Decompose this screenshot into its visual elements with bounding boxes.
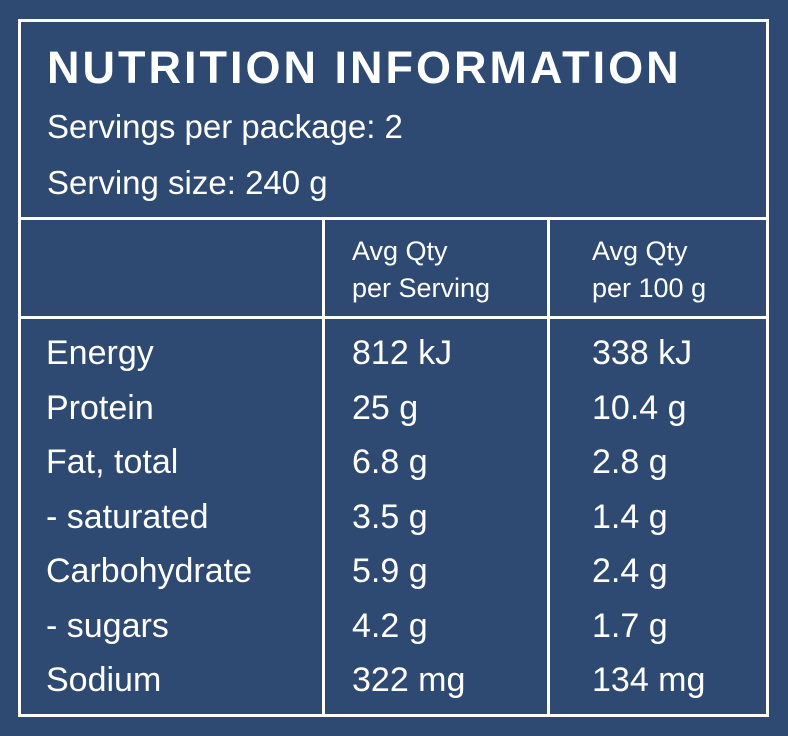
- header-divider: [21, 217, 766, 220]
- per-serving-value: 3.5 g: [352, 497, 428, 536]
- column-divider-1: [322, 220, 325, 717]
- per-serving-value: 4.2 g: [352, 606, 428, 645]
- per-100g-value: 10.4 g: [592, 388, 687, 427]
- nutrient-label: - sugars: [46, 606, 169, 645]
- table-row: Carbohydrate 5.9 g 2.4 g: [21, 549, 766, 604]
- per-serving-value: 5.9 g: [352, 552, 428, 590]
- column-header-divider: [21, 316, 766, 319]
- nutrient-label: Carbohydrate: [46, 552, 253, 590]
- per-serving-value: 6.8 g: [352, 443, 428, 481]
- per-serving-value: 322 mg: [352, 661, 466, 699]
- nutrition-panel: NUTRITION INFORMATION Servings per packa…: [18, 19, 769, 717]
- per-100g-value: 1.7 g: [592, 606, 668, 645]
- column-header-per-100g-line1: Avg Qty: [592, 236, 688, 266]
- per-100g-value: 2.4 g: [592, 552, 668, 590]
- table-row: - sugars 4.2 g 1.7 g: [21, 604, 766, 659]
- column-header-per-serving: Avg Qty per Serving: [352, 233, 490, 307]
- per-100g-value: 2.8 g: [592, 443, 668, 481]
- per-100g-value: 338 kJ: [592, 334, 693, 372]
- column-header-per-serving-line2: per Serving: [352, 273, 491, 303]
- panel-title: NUTRITION INFORMATION: [47, 42, 682, 93]
- nutrient-label: - saturated: [46, 497, 209, 536]
- table-row: Protein 25 g 10.4 g: [21, 386, 766, 441]
- serving-size: Serving size: 240 g: [47, 164, 328, 201]
- nutrient-label: Fat, total: [46, 443, 179, 481]
- per-serving-value: 25 g: [352, 388, 419, 427]
- nutrient-rows: Energy 812 kJ 338 kJ Protein 25 g 10.4 g…: [21, 331, 766, 713]
- column-header-per-serving-line1: Avg Qty: [352, 236, 448, 266]
- table-row: - saturated 3.5 g 1.4 g: [21, 495, 766, 550]
- table-row: Energy 812 kJ 338 kJ: [21, 331, 766, 386]
- nutrient-label: Protein: [46, 388, 154, 427]
- column-header-per-100g: Avg Qty per 100 g: [592, 233, 706, 307]
- servings-per-package: Servings per package: 2: [47, 108, 403, 145]
- table-row: Fat, total 6.8 g 2.8 g: [21, 440, 766, 495]
- column-divider-2: [547, 220, 550, 717]
- per-100g-value: 134 mg: [592, 661, 706, 699]
- column-header-per-100g-line2: per 100 g: [592, 273, 707, 303]
- per-serving-value: 812 kJ: [352, 334, 453, 372]
- per-100g-value: 1.4 g: [592, 497, 668, 536]
- table-row: Sodium 322 mg 134 mg: [21, 658, 766, 713]
- nutrient-label: Energy: [46, 334, 154, 372]
- nutrient-label: Sodium: [46, 661, 162, 699]
